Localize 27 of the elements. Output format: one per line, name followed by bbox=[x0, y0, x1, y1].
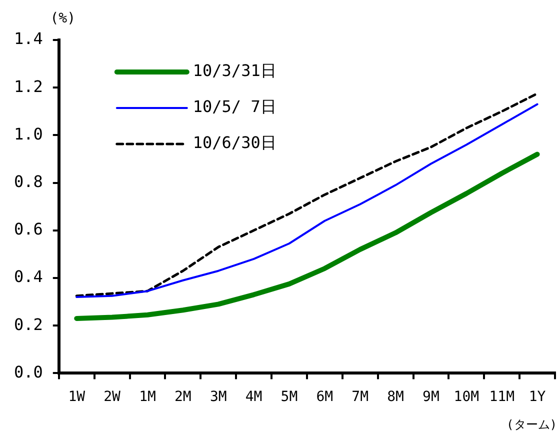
y-tick-label: 0.0 bbox=[14, 362, 43, 382]
y-tick-label: 0.6 bbox=[14, 220, 43, 239]
x-tick-label: 6M bbox=[316, 389, 334, 406]
y-tick-label: 1.2 bbox=[14, 76, 43, 96]
x-tick-label: 11M bbox=[489, 389, 514, 406]
y-tick-label: 0.2 bbox=[14, 314, 43, 334]
y-axis-title: (%) bbox=[50, 10, 76, 27]
x-tick-label: 4M bbox=[245, 389, 262, 406]
x-tick-label: 8M bbox=[387, 389, 404, 406]
y-tick-label: 0.8 bbox=[14, 172, 43, 191]
x-tick-label: 7M bbox=[352, 389, 369, 406]
legend-label: 10/3/31日 bbox=[192, 61, 276, 80]
x-tick-label: 10M bbox=[454, 389, 480, 406]
x-tick-label: 9M bbox=[422, 389, 440, 406]
y-tick-label: 1.0 bbox=[14, 124, 43, 144]
y-tick-label: 0.4 bbox=[14, 267, 43, 286]
x-tick-label: 1Y bbox=[528, 389, 546, 406]
x-tick-label: 2M bbox=[174, 389, 192, 406]
x-axis-title: (ターム) bbox=[506, 417, 557, 432]
legend-label: 10/5/ 7日 bbox=[192, 97, 276, 116]
x-tick-label: 5M bbox=[280, 389, 298, 406]
x-tick-label: 1M bbox=[139, 389, 156, 406]
x-tick-label: 3M bbox=[210, 389, 227, 406]
legend-label: 10/6/30日 bbox=[192, 133, 276, 152]
y-tick-label: 1.4 bbox=[14, 29, 43, 48]
x-tick-label: 2W bbox=[104, 389, 122, 406]
x-tick-label: 1W bbox=[68, 389, 86, 406]
